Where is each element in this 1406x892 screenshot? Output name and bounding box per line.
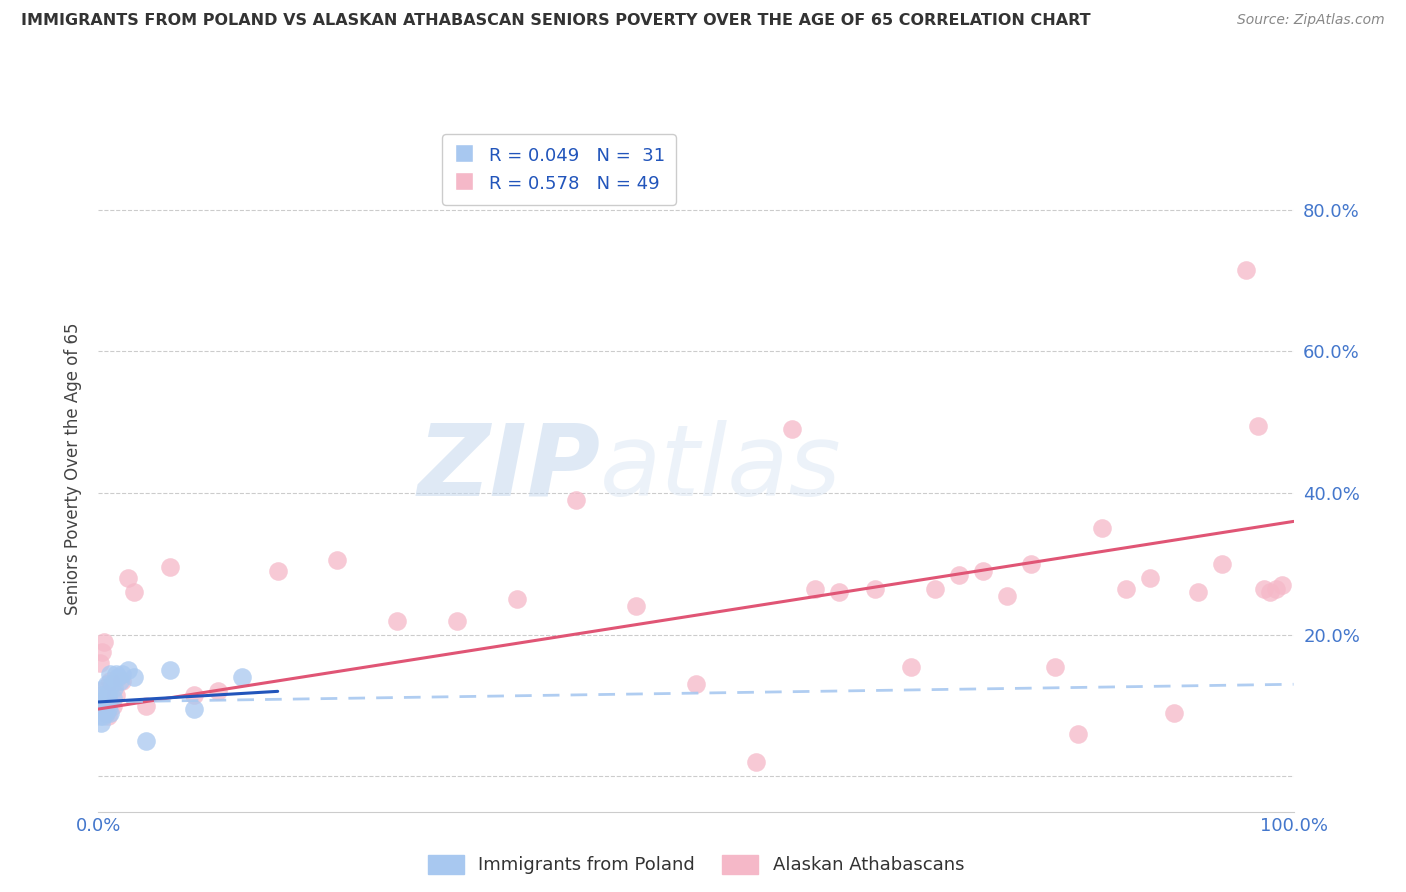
- Point: [135, 698, 157, 713]
- Point: [97, 688, 120, 702]
- Point: [117, 571, 139, 585]
- Point: [117, 663, 139, 677]
- Point: [1019, 557, 1042, 571]
- Point: [506, 592, 529, 607]
- Point: [94, 706, 117, 720]
- Point: [107, 670, 129, 684]
- Point: [780, 422, 803, 436]
- Point: [1163, 706, 1185, 720]
- Point: [103, 681, 125, 695]
- Point: [900, 659, 922, 673]
- Point: [924, 582, 946, 596]
- Point: [93, 702, 115, 716]
- Point: [1043, 659, 1066, 673]
- Point: [98, 673, 122, 688]
- Point: [90, 695, 112, 709]
- Point: [91, 688, 114, 702]
- Point: [91, 702, 114, 716]
- Point: [159, 560, 181, 574]
- Point: [90, 684, 112, 698]
- Point: [111, 673, 134, 688]
- Point: [828, 585, 851, 599]
- Point: [1211, 557, 1233, 571]
- Point: [108, 673, 131, 688]
- Point: [93, 681, 115, 695]
- Point: [97, 709, 120, 723]
- Point: [1234, 263, 1257, 277]
- Point: [91, 709, 114, 723]
- Point: [685, 677, 707, 691]
- Point: [101, 691, 124, 706]
- Text: IMMIGRANTS FROM POLAND VS ALASKAN ATHABASCAN SENIORS POVERTY OVER THE AGE OF 65 : IMMIGRANTS FROM POLAND VS ALASKAN ATHABA…: [21, 13, 1091, 29]
- Point: [267, 564, 290, 578]
- Point: [1246, 418, 1268, 433]
- Point: [1258, 585, 1281, 599]
- Point: [124, 585, 146, 599]
- Point: [1253, 582, 1275, 596]
- Point: [98, 706, 122, 720]
- Point: [1091, 521, 1114, 535]
- Point: [135, 734, 157, 748]
- Point: [326, 553, 349, 567]
- Point: [94, 691, 117, 706]
- Point: [97, 702, 120, 716]
- Point: [948, 567, 970, 582]
- Point: [124, 670, 146, 684]
- Point: [1264, 582, 1286, 596]
- Point: [105, 666, 128, 681]
- Point: [159, 663, 181, 677]
- Point: [96, 688, 118, 702]
- Point: [100, 677, 122, 691]
- Point: [90, 716, 112, 731]
- Text: atlas: atlas: [600, 420, 842, 516]
- Point: [207, 684, 229, 698]
- Point: [183, 688, 205, 702]
- Y-axis label: Seniors Poverty Over the Age of 65: Seniors Poverty Over the Age of 65: [65, 322, 83, 615]
- Point: [101, 698, 124, 713]
- Point: [91, 645, 114, 659]
- Point: [1067, 727, 1090, 741]
- Point: [565, 493, 588, 508]
- Point: [183, 702, 205, 716]
- Point: [231, 670, 253, 684]
- Text: Source: ZipAtlas.com: Source: ZipAtlas.com: [1237, 13, 1385, 28]
- Point: [385, 614, 409, 628]
- Point: [89, 709, 111, 723]
- Point: [111, 666, 134, 681]
- Point: [626, 599, 648, 614]
- Point: [1187, 585, 1209, 599]
- Point: [446, 614, 468, 628]
- Point: [995, 589, 1018, 603]
- Point: [96, 677, 118, 691]
- Point: [94, 706, 117, 720]
- Point: [804, 582, 827, 596]
- Point: [1115, 582, 1137, 596]
- Text: ZIP: ZIP: [418, 420, 600, 516]
- Point: [1139, 571, 1161, 585]
- Point: [98, 695, 121, 709]
- Point: [745, 755, 768, 769]
- Point: [1271, 578, 1294, 592]
- Legend: Immigrants from Poland, Alaskan Athabascans: Immigrants from Poland, Alaskan Athabasc…: [420, 848, 972, 881]
- Point: [93, 634, 115, 648]
- Point: [863, 582, 887, 596]
- Point: [972, 564, 994, 578]
- Point: [89, 656, 111, 670]
- Point: [91, 698, 114, 713]
- Point: [98, 666, 122, 681]
- Point: [105, 688, 128, 702]
